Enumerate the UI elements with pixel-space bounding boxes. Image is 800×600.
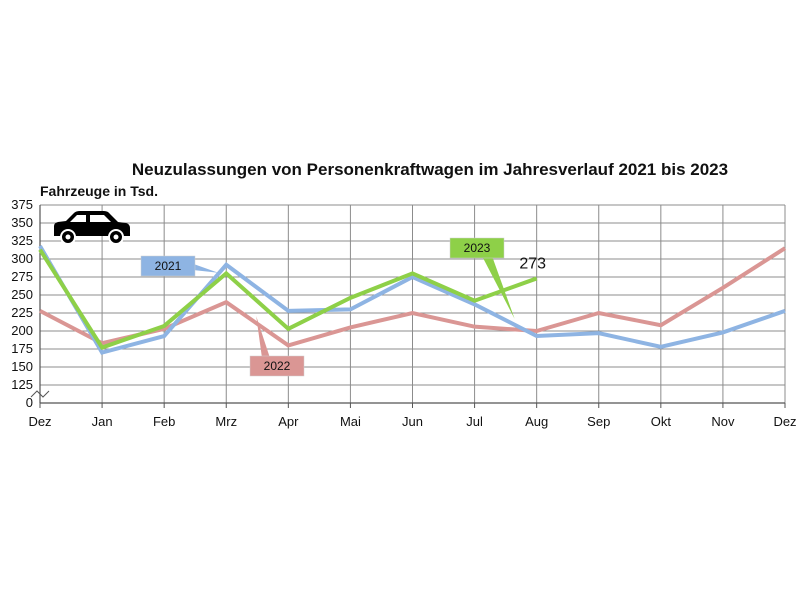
x-tick-label: Feb [153,414,175,429]
y-tick-label: 350 [11,215,33,230]
series-lines [38,245,787,355]
series-label-text: 2023 [464,241,491,255]
series-label-text: 2021 [155,259,182,273]
series-label-2022: 2022 [249,316,305,377]
y-tick-label: 275 [11,269,33,284]
x-tick-label: Dez [773,414,796,429]
car-icon [54,211,130,245]
x-ticks: Dez Jan Feb Mrz Apr Mai Jun Jul Aug Sep Okt Nov Dez [28,414,796,429]
axis-break-marker [30,390,50,398]
x-tick-label: Sep [587,414,610,429]
x-tick-label: Jul [466,414,483,429]
y-tick-label: 300 [11,251,33,266]
series-labels: 2021 2022 2023 273 [140,237,546,377]
y-axis-unit-label: Fahrzeuge in Tsd. [40,183,158,199]
y-ticks: 375 350 325 300 275 250 225 200 175 150 125 0 [11,197,33,410]
series-label-2021: 2021 [140,255,219,277]
x-tick-label: Aug [525,414,548,429]
axes [30,205,786,408]
x-tick-label: Dez [28,414,51,429]
y-tick-label: 325 [11,233,33,248]
x-tick-label: Mrz [215,414,237,429]
y-tick-label: 250 [11,287,33,302]
series-label-2023: 2023 [449,237,515,319]
x-tick-label: Okt [651,414,672,429]
y-tick-label: 200 [11,323,33,338]
series-label-text: 2022 [264,359,291,373]
y-tick-label: 375 [11,197,33,212]
grid [39,204,786,404]
x-tick-label: Mai [340,414,361,429]
y-tick-label: 0 [26,395,33,410]
y-tick-label: 225 [11,305,33,320]
annotation-value: 273 [519,255,546,272]
y-tick-label: 175 [11,341,33,356]
chart-title: Neuzulassungen von Personenkraftwagen im… [131,160,729,179]
x-tick-label: Nov [711,414,735,429]
y-tick-label: 150 [11,359,33,374]
x-tick-label: Jun [402,414,423,429]
x-tick-label: Jan [92,414,113,429]
x-tick-label: Apr [278,414,299,429]
y-tick-label: 125 [11,377,33,392]
